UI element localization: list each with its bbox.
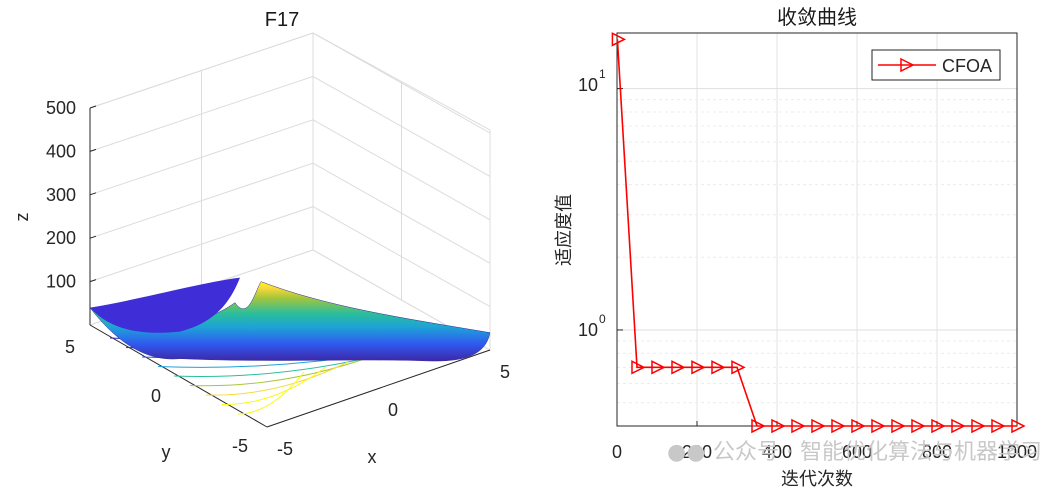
- z-axis-label: z: [12, 213, 32, 222]
- data-point-marker: [851, 418, 866, 434]
- data-point-marker: [731, 360, 746, 375]
- data-point-marker: [691, 360, 706, 375]
- legend-label: CFOA: [942, 56, 992, 76]
- contour-line: [205, 361, 349, 396]
- convergence-title: 收敛曲线: [777, 5, 857, 29]
- y-tick-label: 10 0: [578, 312, 606, 340]
- z-gridline: [89, 119, 491, 221]
- x-tick-label: -5: [277, 439, 293, 459]
- data-point-marker: [871, 418, 886, 434]
- x-axis-line: [266, 349, 491, 428]
- z-tick-mark: [89, 105, 97, 109]
- z-tick-label: 300: [46, 185, 76, 205]
- data-point-marker: [671, 360, 686, 375]
- z-ticks: 100 200 300 400 500: [46, 98, 97, 292]
- y-axis-label: y: [162, 442, 171, 462]
- svg-text:1: 1: [599, 67, 606, 81]
- x-tick-label: 0: [388, 400, 398, 420]
- x-tick-label: 400: [762, 442, 792, 462]
- z-tick-label: 400: [46, 141, 76, 161]
- x-tick-label: 5: [500, 362, 510, 382]
- x-tick-label: 200: [682, 442, 712, 462]
- data-point-marker: [771, 418, 786, 434]
- z-tick-label: 100: [46, 272, 76, 292]
- y-axis-label: 适应度值: [554, 194, 575, 266]
- wechat-icon: ●●: [667, 440, 705, 465]
- z-tick-label: 200: [46, 228, 76, 248]
- x-tick-label: 800: [922, 442, 952, 462]
- surface-back-walls: [89, 32, 491, 351]
- data-point-marker: [991, 418, 1006, 434]
- contour-line: [237, 371, 305, 415]
- data-point-marker: [811, 418, 826, 434]
- data-point-marker: [1011, 418, 1026, 434]
- x-tick-label: 1000: [997, 442, 1037, 462]
- plot-area: [617, 33, 1017, 426]
- surface-axes: [89, 108, 491, 428]
- x-tick-label: 600: [842, 442, 872, 462]
- contour-line: [221, 366, 327, 406]
- data-point-marker: [951, 418, 966, 434]
- z-gridline: [89, 32, 491, 134]
- x-tick-label: 0: [612, 442, 622, 462]
- svg-text:10: 10: [578, 320, 598, 340]
- y-tick-label: 10 1: [578, 67, 606, 95]
- data-point-marker: [911, 418, 926, 434]
- legend: CFOA: [871, 49, 1001, 81]
- z-gridline: [89, 206, 491, 308]
- data-point-marker: [611, 32, 627, 47]
- y-tick-label: -5: [232, 436, 248, 456]
- watermark: ●● 公众号 · 智能优化算法与机器学习: [667, 440, 1041, 465]
- x-tick-labels: 0 200 400 600 800 1000: [612, 442, 1037, 462]
- z-tick-mark: [89, 192, 97, 196]
- data-point-marker: [631, 360, 646, 375]
- legend-marker: [900, 57, 915, 73]
- z-tick-label: 500: [46, 98, 76, 118]
- x-axis-label: x: [368, 447, 377, 467]
- surface-chart: F17 100 200 300 400 500 z 5 0 -5 y -5 0 5 x: [12, 9, 510, 467]
- z-tick-mark: [89, 279, 97, 283]
- surface-mesh: [89, 281, 491, 362]
- svg-text:0: 0: [599, 312, 606, 326]
- z-tick-mark: [89, 235, 97, 239]
- data-point-marker: [751, 418, 766, 434]
- contour-line: [189, 356, 371, 387]
- data-point-marker: [831, 418, 846, 434]
- y-tick-label: 0: [151, 386, 161, 406]
- svg-text:10: 10: [578, 75, 598, 95]
- data-point-marker: [791, 418, 806, 434]
- data-point-marker: [931, 418, 946, 434]
- watermark-text: 公众号 · 智能优化算法与机器学习: [713, 440, 1041, 465]
- series-markers-cfoa: [611, 32, 1026, 434]
- y-tick-label: 5: [65, 337, 75, 357]
- z-gridline: [89, 162, 491, 264]
- x-axis-label: 迭代次数: [781, 469, 853, 490]
- convergence-chart: 收敛曲线 10 1 10 0 适应度值 0 200 400 600 800 10…: [554, 5, 1037, 490]
- data-point-marker: [651, 360, 666, 375]
- data-point-marker: [711, 360, 726, 375]
- z-tick-mark: [89, 148, 97, 152]
- surface-left-face: [90, 277, 240, 333]
- surface-title: F17: [265, 9, 299, 31]
- data-point-marker: [891, 418, 906, 434]
- z-gridline: [89, 75, 491, 177]
- data-point-marker: [971, 418, 986, 434]
